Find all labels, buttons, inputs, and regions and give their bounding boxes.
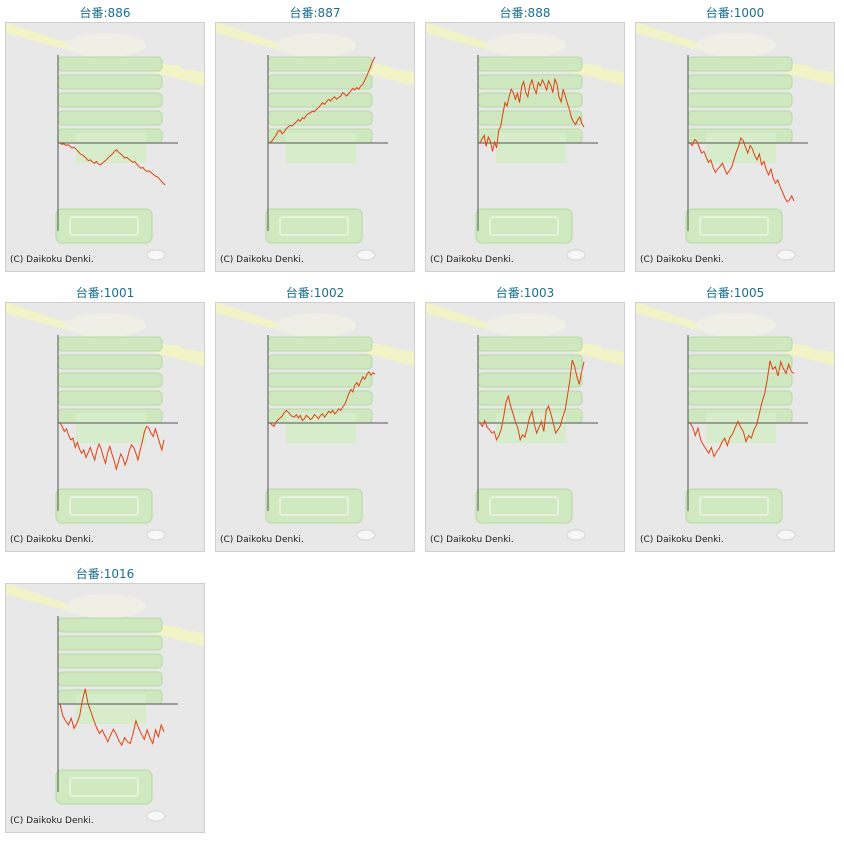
graph-title-link[interactable]: 台番:1001 bbox=[75, 286, 135, 300]
graph-cell[interactable]: 台番:1005 (C) Daikoku Denki. bbox=[633, 280, 837, 554]
pachinko-machine-watermark bbox=[426, 23, 624, 261]
slump-line bbox=[689, 137, 795, 203]
pachinko-machine-watermark bbox=[6, 584, 204, 822]
slump-graph-svg bbox=[636, 23, 834, 261]
slump-graph-svg bbox=[636, 303, 834, 541]
graph-title-link[interactable]: 台番:888 bbox=[499, 6, 551, 20]
graph-title-link[interactable]: 台番:1016 bbox=[75, 567, 135, 581]
slump-line bbox=[269, 370, 376, 428]
pachinko-machine-watermark bbox=[6, 303, 204, 541]
copyright-text: (C) Daikoku Denki. bbox=[220, 535, 304, 545]
copyright-text: (C) Daikoku Denki. bbox=[640, 255, 724, 265]
slump-graph-image[interactable]: (C) Daikoku Denki. bbox=[215, 22, 415, 272]
graph-title-link[interactable]: 台番:887 bbox=[289, 6, 341, 20]
slump-graph-image[interactable]: (C) Daikoku Denki. bbox=[5, 302, 205, 552]
graph-title-link[interactable]: 台番:1002 bbox=[285, 286, 345, 300]
slump-graph-svg bbox=[216, 303, 414, 541]
copyright-text: (C) Daikoku Denki. bbox=[10, 816, 94, 826]
slump-line bbox=[59, 422, 165, 472]
copyright-text: (C) Daikoku Denki. bbox=[10, 255, 94, 265]
graph-title-link[interactable]: 台番:1003 bbox=[495, 286, 555, 300]
slump-graph-svg bbox=[426, 303, 624, 541]
slump-graph-svg bbox=[6, 303, 204, 541]
slump-graph-svg bbox=[6, 23, 204, 261]
pachinko-machine-watermark bbox=[6, 23, 204, 261]
copyright-text: (C) Daikoku Denki. bbox=[640, 535, 724, 545]
graph-cell[interactable]: 台番:888 (C) Daikoku Denki. bbox=[423, 0, 627, 274]
slump-line bbox=[689, 359, 795, 458]
slump-graph-image[interactable]: (C) Daikoku Denki. bbox=[425, 22, 625, 272]
slump-graph-image[interactable]: (C) Daikoku Denki. bbox=[425, 302, 625, 552]
graph-cell[interactable]: 台番:886 (C) Daikoku Denki. bbox=[3, 0, 207, 274]
graph-title-link[interactable]: 台番:1005 bbox=[705, 286, 765, 300]
slump-graph-image[interactable]: (C) Daikoku Denki. bbox=[635, 302, 835, 552]
slump-graph-svg bbox=[426, 23, 624, 261]
graph-cell[interactable]: 台番:1002 (C) Daikoku Denki. bbox=[213, 280, 417, 554]
pachinko-machine-watermark bbox=[636, 303, 834, 541]
slump-graph-svg bbox=[216, 23, 414, 261]
slump-graph-image[interactable]: (C) Daikoku Denki. bbox=[635, 22, 835, 272]
graph-title-link[interactable]: 台番:886 bbox=[79, 6, 131, 20]
copyright-text: (C) Daikoku Denki. bbox=[10, 535, 94, 545]
slump-line bbox=[479, 77, 585, 152]
slump-graph-svg bbox=[6, 584, 204, 822]
slump-line bbox=[269, 56, 376, 144]
graph-cell[interactable]: 台番:1000 (C) Daikoku Denki. bbox=[633, 0, 837, 274]
graph-title-link[interactable]: 台番:1000 bbox=[705, 6, 765, 20]
pachinko-machine-watermark bbox=[426, 303, 624, 541]
copyright-text: (C) Daikoku Denki. bbox=[220, 255, 304, 265]
slump-graph-image[interactable]: (C) Daikoku Denki. bbox=[215, 302, 415, 552]
copyright-text: (C) Daikoku Denki. bbox=[430, 535, 514, 545]
copyright-text: (C) Daikoku Denki. bbox=[430, 255, 514, 265]
graph-cell[interactable]: 台番:1003 (C) Daikoku Denki. bbox=[423, 280, 627, 554]
slump-line bbox=[59, 142, 166, 186]
slump-line bbox=[59, 688, 165, 747]
graph-cell[interactable]: 台番:1016 (C) Daikoku Denki. bbox=[3, 561, 207, 835]
graph-cell[interactable]: 台番:887 (C) Daikoku Denki. bbox=[213, 0, 417, 274]
pachinko-machine-watermark bbox=[636, 23, 834, 261]
slump-graph-image[interactable]: (C) Daikoku Denki. bbox=[5, 583, 205, 833]
slump-graph-image[interactable]: (C) Daikoku Denki. bbox=[5, 22, 205, 272]
graph-cell[interactable]: 台番:1001 (C) Daikoku Denki. bbox=[3, 280, 207, 554]
pachinko-machine-watermark bbox=[216, 303, 414, 541]
pachinko-machine-watermark bbox=[216, 23, 414, 261]
slump-line bbox=[479, 359, 585, 442]
